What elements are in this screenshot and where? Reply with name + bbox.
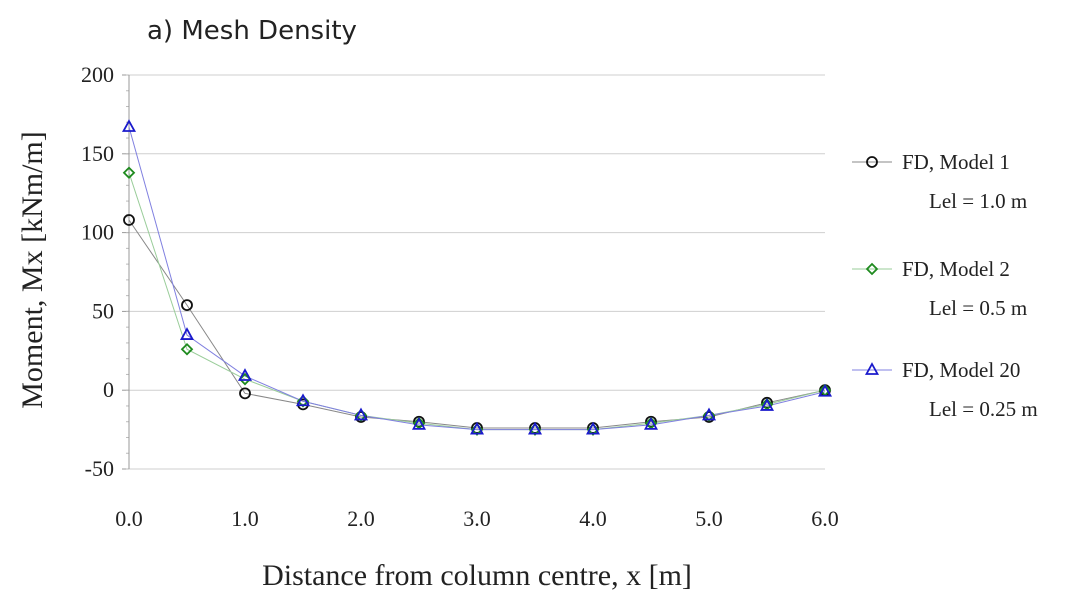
diamond-marker [865,262,879,276]
diamond-marker [180,342,194,356]
triangle-marker [817,383,833,397]
circle-marker [181,299,193,311]
series-line [128,172,826,431]
x-tick-label: 3.0 [463,506,491,531]
y-tick-label: 100 [81,220,114,245]
circle-marker [866,156,878,168]
triangle-marker [643,417,659,430]
x-tick-label: 1.0 [231,506,259,531]
triangle-marker [295,393,311,407]
triangle-marker [585,421,601,435]
x-tick-label: 5.0 [695,506,723,531]
triangle-marker [759,398,775,411]
legend-sublabel: Lel = 0.25 m [929,397,1038,421]
legend-sublabel: Lel = 0.5 m [929,296,1027,320]
circle-marker [123,214,135,226]
legend-label: FD, Model 2 [902,257,1010,281]
triangle-marker [864,362,880,375]
tick-labels: 200 150 100 50 0 -500.0 1.0 2.0 3.0 4.0 5.0 6.0 [81,62,839,531]
triangle-marker [237,368,253,381]
axes [122,74,130,470]
series-line [128,219,826,429]
circle-marker [761,396,773,409]
legend-sublabel: Lel = 1.0 m [929,189,1027,213]
chart-title: a) Mesh Density [147,16,357,46]
y-tick-label: 150 [81,141,114,166]
x-tick-label: 4.0 [579,506,607,531]
y-tick-label: 0 [103,377,114,402]
x-tick-label: 6.0 [811,506,839,531]
diamond-marker [122,166,136,179]
triangle-marker [527,421,543,435]
legend-label: FD, Model 20 [902,358,1020,382]
triangle-marker [353,407,369,421]
y-tick-label: -50 [85,456,114,481]
y-axis-label: Moment, Mx [kNm/m] [16,131,49,409]
triangle-marker [179,327,195,340]
circle-marker [413,415,425,428]
triangle-marker [411,417,427,430]
legend-label: FD, Model 1 [902,150,1010,174]
legend: FD, Model 1 Lel = 1.0 m FD, Model 2 Lel = 0… [852,150,1038,421]
triangle-marker [469,421,485,435]
y-tick-label: 200 [81,62,114,87]
circle-marker [645,415,657,428]
triangle-marker [701,407,717,421]
y-tick-label: 50 [92,298,114,323]
x-tick-label: 2.0 [347,506,375,531]
x-axis-label: Distance from column centre, x [m] [262,559,692,592]
x-tick-label: 0.0 [115,506,143,531]
series-layer [121,119,833,436]
circle-marker [239,387,251,400]
series-line [128,126,826,431]
grid [129,74,825,470]
triangle-marker [121,119,137,132]
